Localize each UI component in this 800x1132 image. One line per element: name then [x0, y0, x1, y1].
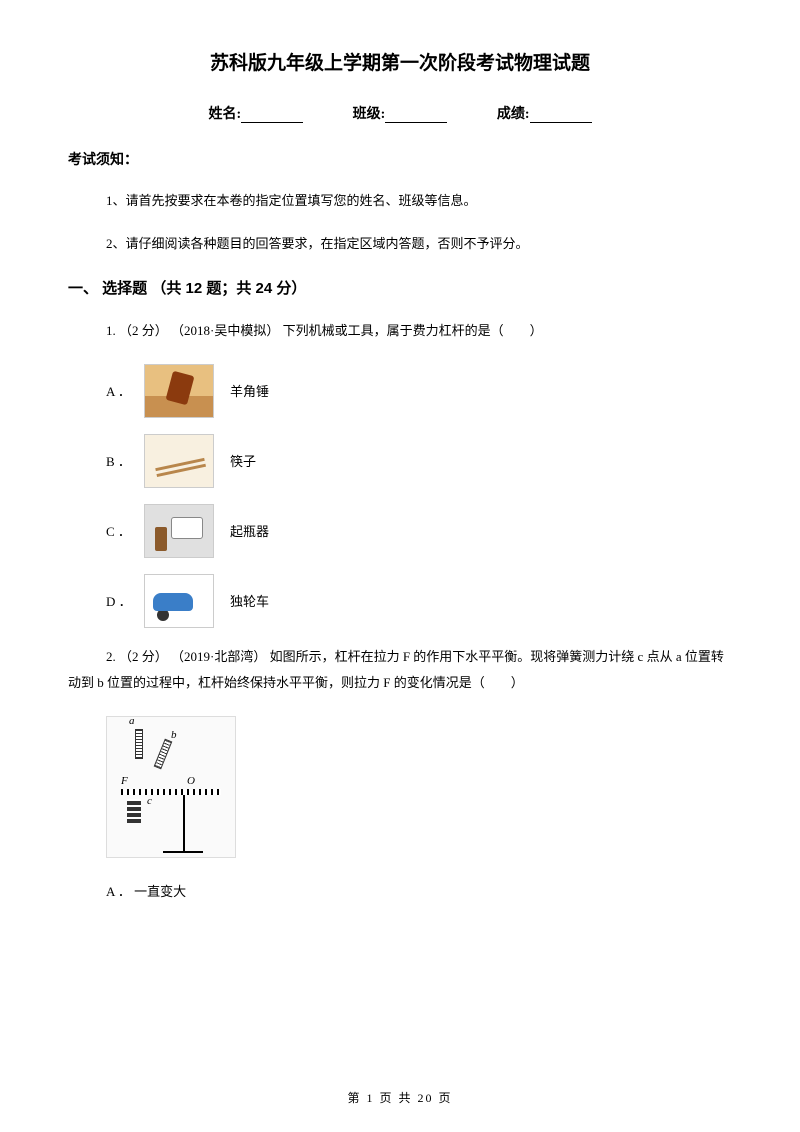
student-info-line: 姓名: 班级: 成绩: [68, 103, 732, 123]
page-footer: 第 1 页 共 20 页 [0, 1089, 800, 1106]
q1-b-text: 筷子 [230, 451, 256, 470]
q2-option-a[interactable]: A ． 一直变大 [106, 881, 732, 900]
q1-d-text: 独轮车 [230, 591, 269, 610]
hammer-icon [144, 364, 214, 418]
weight-icon [127, 799, 141, 823]
q1-c-label: C ． [106, 521, 134, 540]
wheelbarrow-icon [144, 574, 214, 628]
class-label: 班级: [353, 107, 386, 122]
spring-b-icon [154, 738, 173, 769]
score-blank[interactable] [530, 109, 592, 123]
q1-d-label: D ． [106, 591, 134, 610]
lever-diagram: a b F c O [106, 716, 236, 858]
q1-option-b[interactable]: B ． 筷子 [106, 434, 732, 488]
q1-option-d[interactable]: D ． 独轮车 [106, 574, 732, 628]
question-1-stem: 1. （2 分） （2018·吴中模拟） 下列机械或工具，属于费力杠杆的是（ ） [106, 318, 732, 344]
label-o: O [187, 775, 195, 787]
score-label: 成绩: [497, 107, 530, 122]
chopsticks-icon [144, 434, 214, 488]
question-2-stem: 2. （2 分） （2019·北部湾） 如图所示，杠杆在拉力 F 的作用下水平平… [68, 644, 732, 696]
label-b: b [171, 729, 177, 741]
base-icon [163, 851, 203, 853]
q1-a-text: 羊角锤 [230, 381, 269, 400]
q1-a-label: A ． [106, 381, 134, 400]
notice-item-2: 2、请仔细阅读各种题目的回答要求，在指定区域内答题，否则不予评分。 [106, 234, 732, 255]
name-label: 姓名: [208, 107, 241, 122]
name-blank[interactable] [241, 109, 303, 123]
q1-b-label: B ． [106, 451, 134, 470]
class-blank[interactable] [385, 109, 447, 123]
exam-title: 苏科版九年级上学期第一次阶段考试物理试题 [68, 48, 732, 75]
q2-a-label: A ． 一直变大 [106, 881, 186, 900]
q1-option-a[interactable]: A ． 羊角锤 [106, 364, 732, 418]
label-f: F [121, 775, 128, 787]
label-a: a [129, 715, 135, 727]
notice-item-1: 1、请首先按要求在本卷的指定位置填写您的姓名、班级等信息。 [106, 191, 732, 212]
label-c: c [147, 795, 152, 807]
q1-option-c[interactable]: C ． 起瓶器 [106, 504, 732, 558]
spring-a-icon [135, 729, 143, 759]
section-1-title: 一、 选择题 （共 12 题；共 24 分） [68, 277, 732, 298]
bottle-opener-icon [144, 504, 214, 558]
q1-c-text: 起瓶器 [230, 521, 269, 540]
notice-heading: 考试须知： [68, 149, 732, 169]
